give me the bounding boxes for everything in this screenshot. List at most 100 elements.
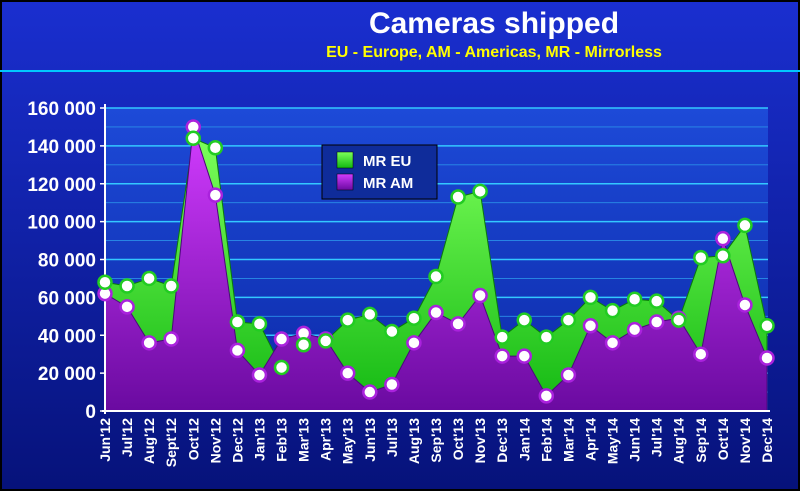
x-tick-labels: Jun'12 Jul'12 Aug'12 Sept'12 Oct'12 Nov'12 Dec… xyxy=(97,418,775,467)
y-tick-label: 120 000 xyxy=(27,175,96,196)
x-tick-label: Jul'12 xyxy=(119,418,135,457)
x-tick-label: Sept'12 xyxy=(163,418,179,467)
point-mr-eu xyxy=(362,306,378,323)
x-tick-label: Aug'13 xyxy=(406,418,422,464)
point-mr-am xyxy=(273,331,290,347)
point-mr-eu xyxy=(560,312,577,328)
y-tick-label: 20 000 xyxy=(38,364,96,385)
point-mr-am xyxy=(538,388,555,404)
point-mr-eu xyxy=(428,268,444,285)
x-tick-label: Feb'14 xyxy=(538,418,554,462)
point-mr-am xyxy=(207,187,224,203)
point-mr-am xyxy=(715,230,731,247)
legend-swatch-mr-am xyxy=(336,173,354,191)
point-mr-eu xyxy=(251,316,268,332)
point-mr-eu xyxy=(759,318,775,334)
point-mr-am xyxy=(339,365,356,381)
x-tick-label: Feb'13 xyxy=(274,418,290,462)
x-tick-label: Mar'13 xyxy=(296,418,312,462)
point-mr-eu xyxy=(450,189,466,205)
x-tick-label: Oct'12 xyxy=(185,418,201,460)
point-mr-am xyxy=(560,367,577,383)
x-tick-label: Nov'12 xyxy=(207,418,223,464)
point-mr-am xyxy=(450,316,466,332)
x-tick-label: May'14 xyxy=(605,418,621,464)
x-tick-label: Jun'12 xyxy=(97,418,113,462)
point-mr-eu xyxy=(737,217,753,234)
point-mr-am xyxy=(362,384,378,400)
point-mr-am xyxy=(516,348,533,364)
x-tick-label: Nov'14 xyxy=(737,418,753,464)
point-mr-eu xyxy=(229,314,246,330)
point-mr-am xyxy=(494,348,510,364)
y-tick-label: 80 000 xyxy=(38,251,96,272)
legend-label-mr-am: MR AM xyxy=(363,175,413,192)
legend-label-mr-eu: MR EU xyxy=(363,153,411,170)
point-mr-eu xyxy=(406,310,422,326)
point-mr-eu xyxy=(604,302,621,319)
point-mr-eu xyxy=(119,278,135,294)
point-mr-eu xyxy=(207,140,224,156)
point-mr-eu xyxy=(582,289,599,306)
x-tick-label: Jul'14 xyxy=(649,418,665,457)
point-mr-eu xyxy=(715,247,731,264)
point-mr-am xyxy=(693,346,709,362)
point-mr-am xyxy=(163,331,179,347)
x-tick-label: Jun'14 xyxy=(627,418,643,462)
x-tick-label: Nov'13 xyxy=(472,418,488,464)
point-mr-am xyxy=(604,335,621,351)
point-mr-am xyxy=(229,342,246,359)
point-mr-eu xyxy=(295,336,312,353)
y-tick-label: 40 000 xyxy=(38,326,96,347)
point-mr-eu xyxy=(494,329,510,345)
point-mr-eu xyxy=(693,249,709,266)
series-areas xyxy=(104,126,768,412)
point-mr-eu xyxy=(185,130,202,147)
x-tick-label: Apr'14 xyxy=(582,418,598,461)
x-tick-label: Oct'13 xyxy=(450,418,466,460)
point-mr-eu xyxy=(273,359,290,376)
x-tick-label: Apr'13 xyxy=(318,418,334,461)
y-tick-label: 100 000 xyxy=(27,213,96,234)
point-mr-eu xyxy=(97,274,113,290)
y-tick-label: 140 000 xyxy=(27,137,96,158)
point-mr-am xyxy=(141,335,157,351)
point-mr-eu xyxy=(626,291,643,308)
point-mr-eu xyxy=(516,312,533,328)
point-mr-eu xyxy=(163,278,179,294)
x-tick-label: Jul'13 xyxy=(384,418,400,457)
x-tick-label: Mar'14 xyxy=(560,418,576,462)
x-tick-label: Aug'14 xyxy=(671,418,687,464)
point-mr-am xyxy=(428,304,444,321)
point-mr-am xyxy=(384,376,400,393)
point-mr-am xyxy=(119,299,135,315)
chart-title: Cameras shipped xyxy=(369,7,619,40)
x-tick-label: Dec'13 xyxy=(494,418,510,463)
point-mr-am xyxy=(472,287,488,304)
x-tick-label: Sep'14 xyxy=(693,418,709,463)
point-mr-eu xyxy=(317,333,334,349)
point-mr-am xyxy=(737,297,753,313)
point-mr-eu xyxy=(339,312,356,328)
x-tick-label: Sep'13 xyxy=(428,418,444,463)
chart-subtitle: EU - Europe, AM - Americas, MR - Mirrorl… xyxy=(326,44,662,61)
x-tick-label: Jan'14 xyxy=(516,418,532,461)
point-mr-eu xyxy=(538,329,555,345)
point-mr-eu xyxy=(141,270,157,287)
point-mr-am xyxy=(582,318,599,334)
x-tick-label: Dec'14 xyxy=(759,418,775,463)
legend: MR EU MR AM xyxy=(321,144,438,200)
point-mr-eu xyxy=(472,183,488,200)
y-tick-label: 60 000 xyxy=(38,288,96,309)
data-points xyxy=(97,119,775,404)
y-tick-label: 0 xyxy=(85,402,96,423)
point-mr-eu xyxy=(648,293,665,309)
point-mr-am xyxy=(406,335,422,351)
point-mr-am xyxy=(251,367,268,383)
x-tick-label: Dec'12 xyxy=(229,418,245,463)
area-mr-am xyxy=(104,126,768,412)
y-tick-labels: 0 20 000 40 000 60 000 80 000 100 000 120 000 1… xyxy=(27,99,105,423)
point-mr-eu xyxy=(384,323,400,340)
